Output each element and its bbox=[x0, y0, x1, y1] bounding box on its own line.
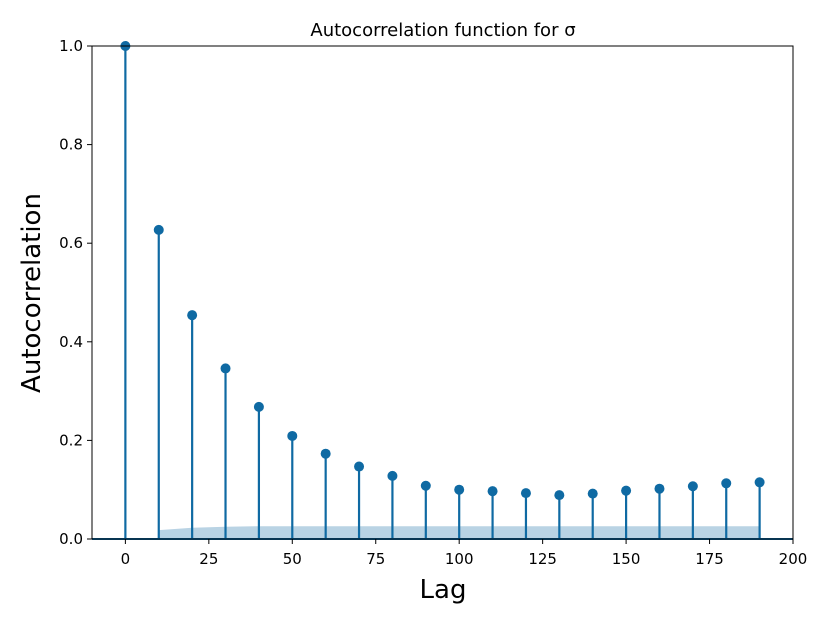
stem-marker bbox=[420, 480, 431, 491]
x-tick-label: 200 bbox=[779, 550, 808, 568]
x-tick-label: 25 bbox=[199, 550, 218, 568]
stem-marker bbox=[587, 488, 598, 499]
y-tick-label: 0.8 bbox=[59, 136, 83, 154]
x-axis-ticks: 0 25 50 75 100 125 150 175 200 bbox=[121, 539, 808, 568]
x-tick-label: 50 bbox=[283, 550, 302, 568]
stems bbox=[92, 46, 793, 540]
stem-marker bbox=[687, 481, 698, 492]
stem-marker bbox=[187, 310, 198, 321]
x-tick-label: 100 bbox=[445, 550, 474, 568]
x-tick-label: 175 bbox=[695, 550, 724, 568]
y-tick-label: 1.0 bbox=[59, 37, 83, 55]
stem-marker bbox=[287, 430, 298, 441]
x-tick-label: 75 bbox=[366, 550, 385, 568]
y-axis-label: Autocorrelation bbox=[17, 193, 47, 393]
plot-frame bbox=[91, 45, 794, 540]
y-axis-ticks: 0.0 0.2 0.4 0.6 0.8 1.0 bbox=[59, 37, 92, 548]
stem-marker bbox=[387, 470, 398, 481]
stem-marker bbox=[754, 477, 765, 488]
stem-marker bbox=[220, 363, 231, 374]
y-tick-label: 0.0 bbox=[59, 530, 83, 548]
stem-marker bbox=[554, 490, 565, 501]
x-axis-label: Lag bbox=[420, 575, 467, 605]
y-tick-label: 0.4 bbox=[59, 333, 83, 351]
x-tick-label: 150 bbox=[612, 550, 641, 568]
y-tick-label: 0.2 bbox=[59, 431, 83, 449]
stem-marker bbox=[721, 478, 732, 489]
chart-title: Autocorrelation function for σ bbox=[310, 20, 575, 41]
stem-marker bbox=[454, 484, 465, 495]
stem-marker bbox=[253, 401, 264, 412]
x-tick-label: 125 bbox=[528, 550, 557, 568]
stem-marker bbox=[654, 483, 665, 494]
stem-marker bbox=[153, 224, 164, 235]
stem-marker bbox=[520, 488, 531, 499]
stem-marker bbox=[320, 448, 331, 459]
stem-marker bbox=[354, 461, 365, 472]
stem-marker bbox=[487, 486, 498, 497]
markers bbox=[120, 41, 765, 501]
stem-marker bbox=[621, 485, 632, 496]
x-tick-label: 0 bbox=[121, 550, 131, 568]
y-tick-label: 0.6 bbox=[59, 234, 83, 252]
